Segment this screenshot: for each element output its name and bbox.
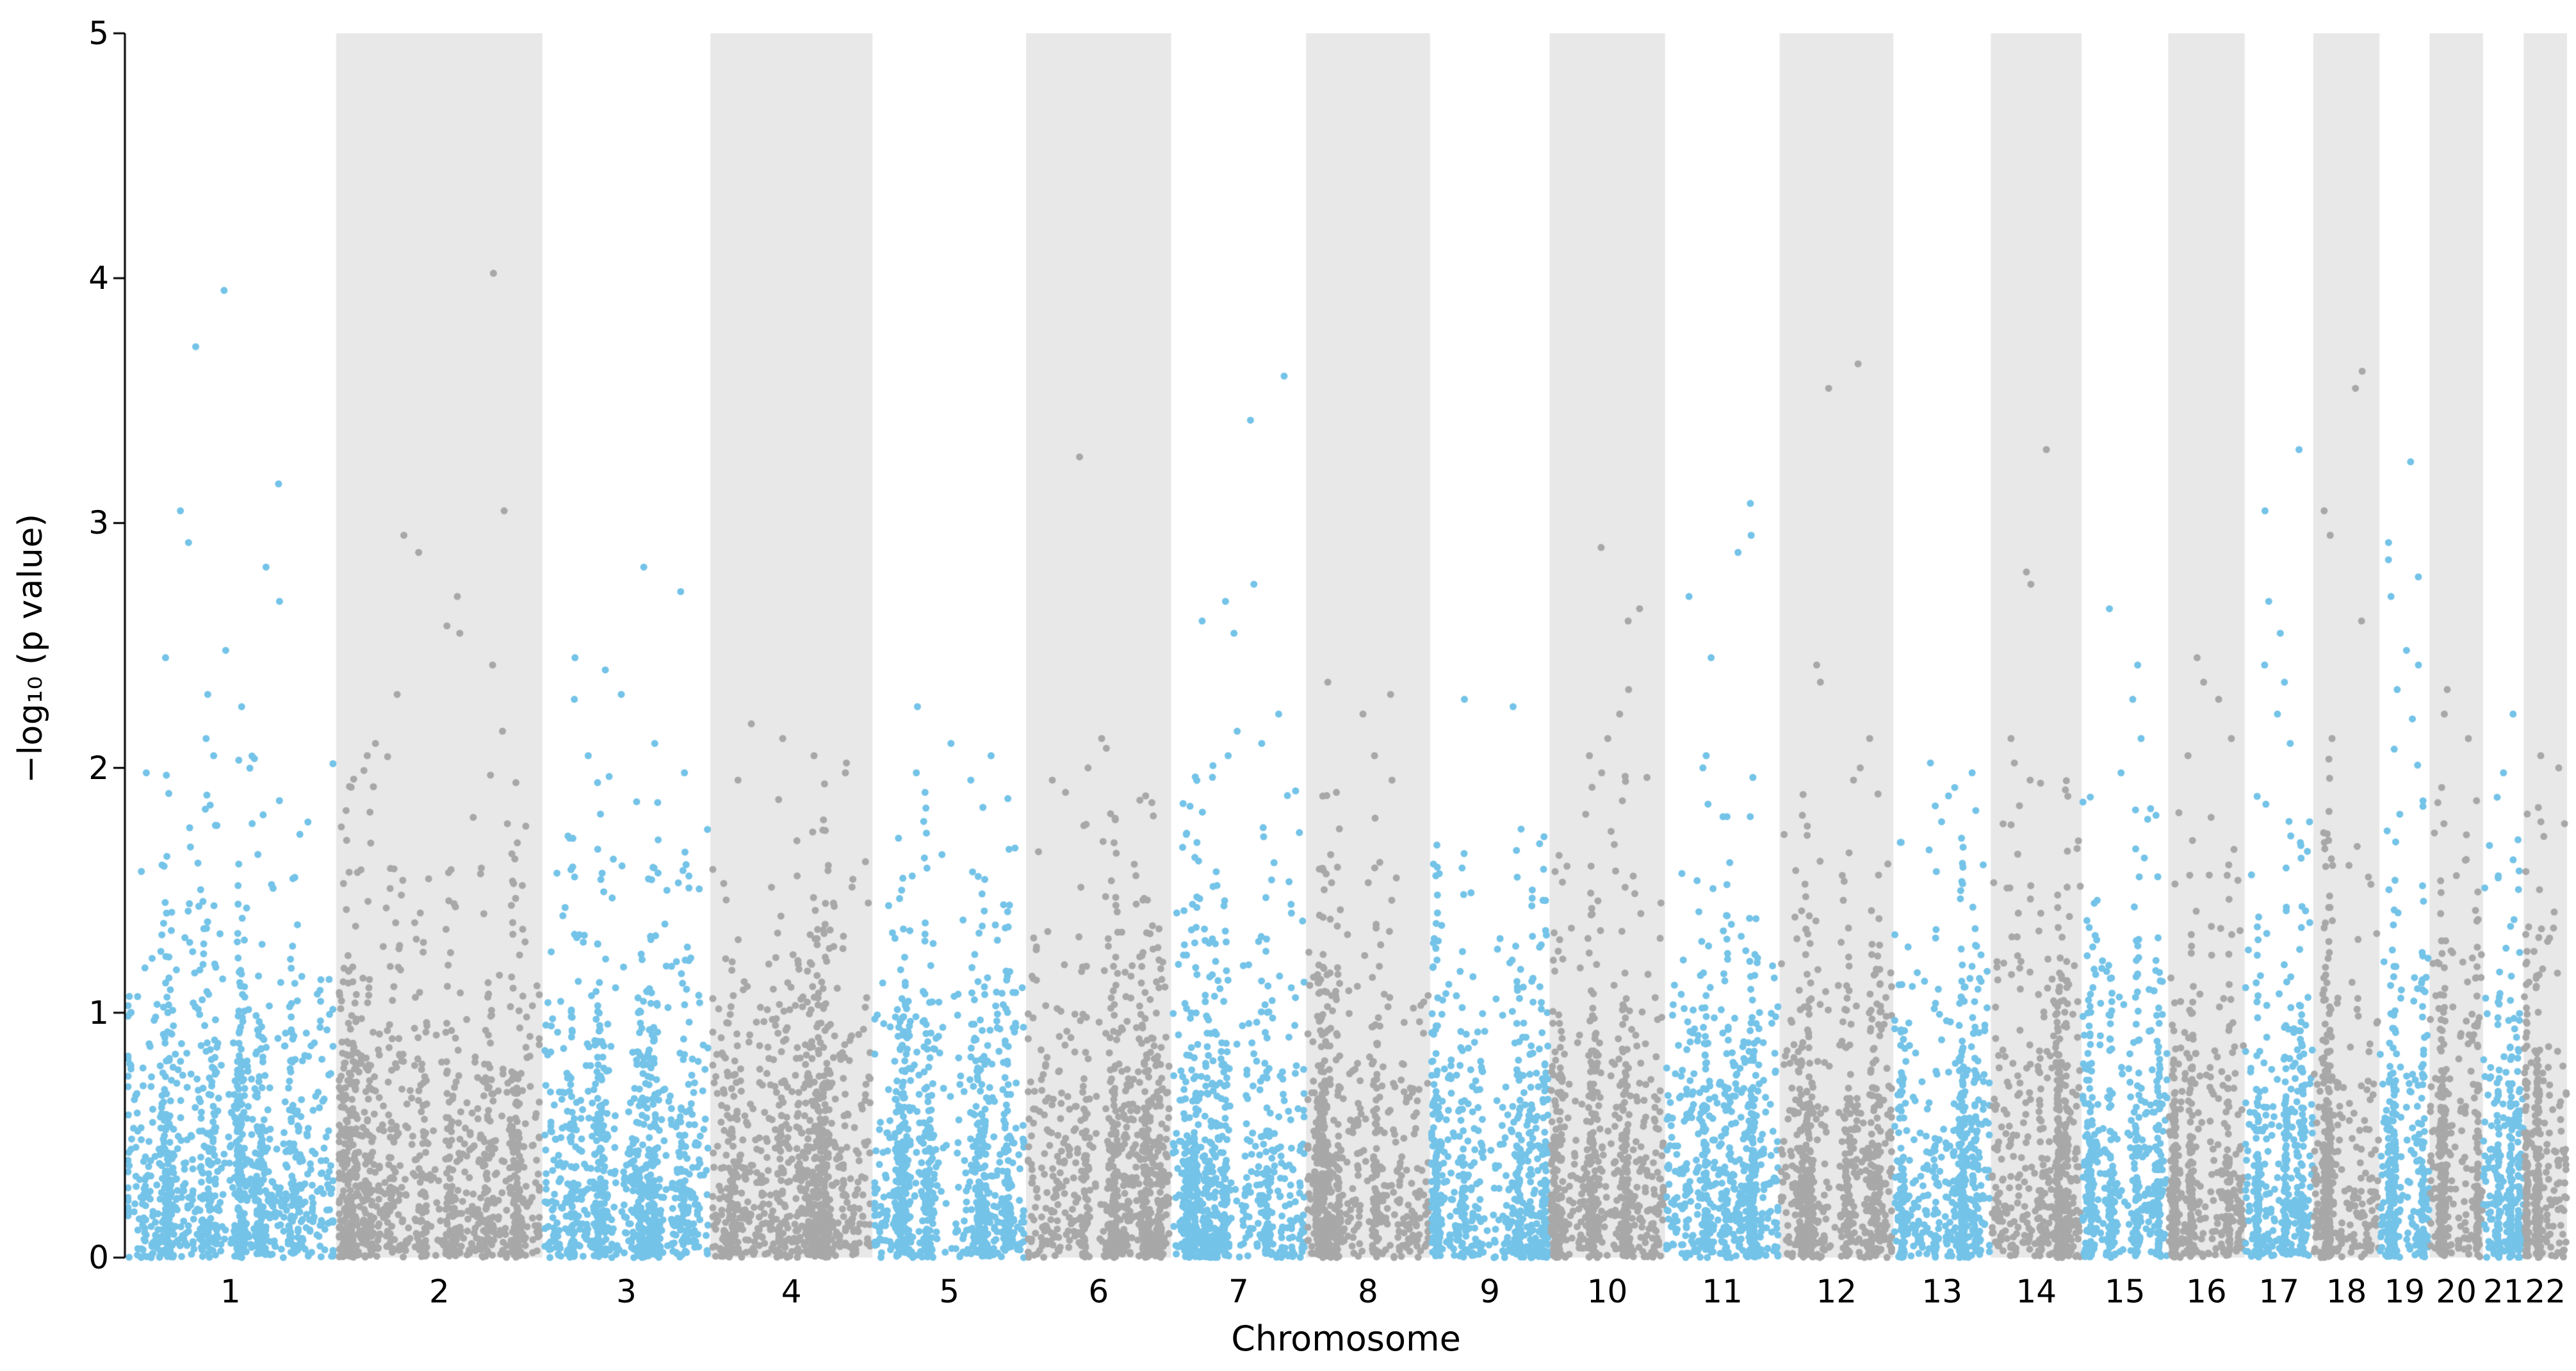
y-tick-label-2: 2 xyxy=(88,749,109,787)
x-tick-label-chr-11: 11 xyxy=(1702,1273,1743,1310)
x-tick-label-chr-12: 12 xyxy=(1816,1273,1857,1310)
y-tick-label-0: 0 xyxy=(88,1239,109,1276)
x-tick-label-chr-10: 10 xyxy=(1586,1273,1628,1310)
x-tick-label-chr-14: 14 xyxy=(2016,1273,2057,1310)
x-tick-label-chr-19: 19 xyxy=(2384,1273,2425,1310)
x-axis-label: Chromosome xyxy=(1231,1318,1461,1359)
x-tick-label-chr-3: 3 xyxy=(616,1273,637,1310)
x-tick-label-chr-13: 13 xyxy=(1921,1273,1963,1310)
x-tick-label-chr-22: 22 xyxy=(2525,1273,2566,1310)
x-tick-label-chr-4: 4 xyxy=(781,1273,802,1310)
y-tick-label-1: 1 xyxy=(88,994,109,1031)
x-tick-label-chr-7: 7 xyxy=(1228,1273,1249,1310)
x-tick-label-chr-6: 6 xyxy=(1088,1273,1109,1310)
x-tick-label-chr-18: 18 xyxy=(2326,1273,2367,1310)
x-tick-label-chr-20: 20 xyxy=(2436,1273,2477,1310)
x-tick-label-chr-21: 21 xyxy=(2482,1273,2524,1310)
x-tick-label-chr-17: 17 xyxy=(2258,1273,2300,1310)
x-tick-label-chr-8: 8 xyxy=(1358,1273,1378,1310)
x-tick-label-chr-2: 2 xyxy=(428,1273,450,1310)
x-tick-label-chr-5: 5 xyxy=(939,1273,960,1310)
x-tick-label-chr-9: 9 xyxy=(1480,1273,1500,1310)
y-tick-label-3: 3 xyxy=(88,504,109,542)
y-tick-label-4: 4 xyxy=(88,259,109,297)
y-tick-label-5: 5 xyxy=(88,15,109,52)
x-tick-label-chr-15: 15 xyxy=(2104,1273,2146,1310)
x-tick-label-chr-16: 16 xyxy=(2186,1273,2227,1310)
x-tick-label-chr-1: 1 xyxy=(220,1273,241,1310)
